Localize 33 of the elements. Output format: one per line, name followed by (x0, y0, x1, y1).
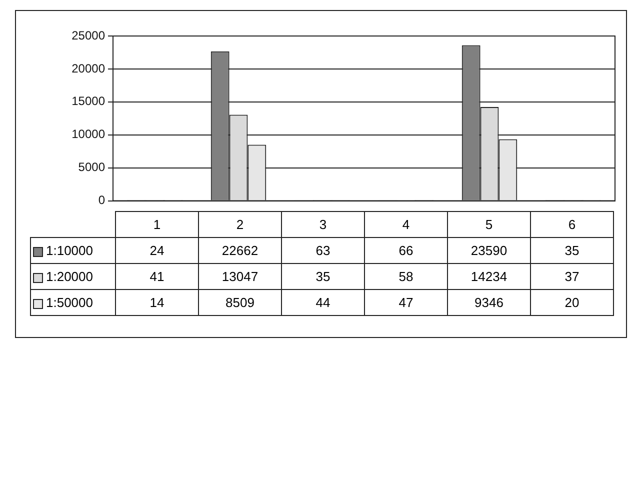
data-label: 14234 (448, 264, 530, 290)
data-label: 44 (282, 290, 364, 316)
data-label: 37 (530, 264, 614, 290)
y-tick-label: 15000 (72, 94, 106, 108)
data-label: 22662 (198, 238, 282, 264)
data-label: 63 (282, 238, 364, 264)
data-label: 8509 (198, 290, 282, 316)
data-label: 47 (364, 290, 448, 316)
y-tick-label: 5000 (78, 160, 106, 174)
legend-label: 1:10000 (30, 238, 116, 264)
data-label: 20 (530, 290, 614, 316)
y-tick-label: 20000 (72, 61, 106, 76)
data-label: 58 (364, 264, 448, 290)
data-label: 66 (364, 238, 448, 264)
x-tick-label: 5 (448, 212, 530, 238)
y-tick-label: 25000 (72, 28, 106, 42)
data-label: 35 (282, 264, 364, 290)
x-tick-label: 2 (198, 212, 282, 238)
legend-label: 1:50000 (30, 290, 116, 316)
x-tick-label: 4 (364, 212, 448, 238)
data-label: 14 (116, 290, 198, 316)
y-tick-label: 0 (98, 193, 106, 208)
data-label: 24 (116, 238, 198, 264)
data-label: 23590 (448, 238, 530, 264)
x-tick-label: 1 (116, 212, 198, 238)
data-label: 41 (116, 264, 198, 290)
data-label: 35 (530, 238, 614, 264)
y-tick-label: 10000 (72, 127, 106, 142)
legend-label: 1:20000 (30, 264, 116, 290)
x-tick-label: 6 (530, 212, 614, 238)
data-label: 9346 (448, 290, 530, 316)
x-tick-label: 3 (282, 212, 364, 238)
data-label: 13047 (198, 264, 282, 290)
